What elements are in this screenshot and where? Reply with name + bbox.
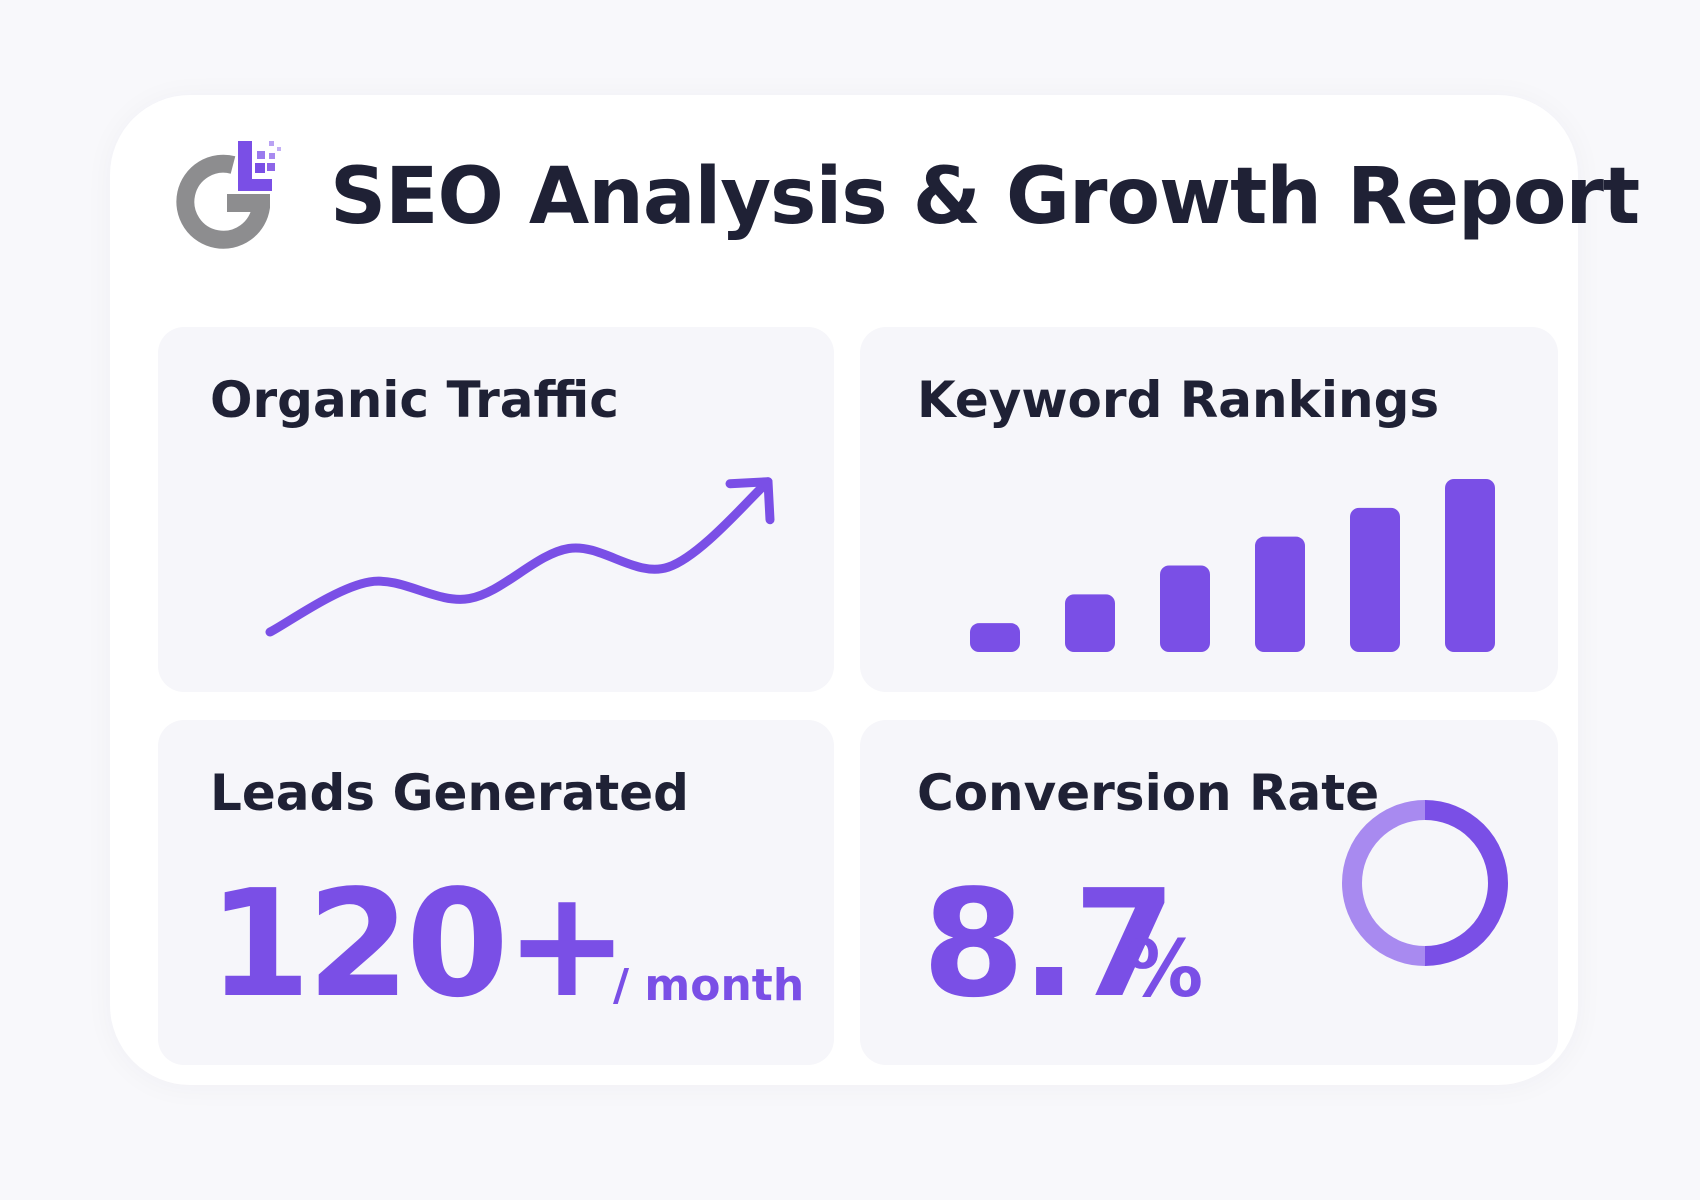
keyword-bar	[1255, 536, 1305, 652]
keyword-rankings-chart	[970, 479, 1495, 652]
traffic-series-line	[265, 477, 773, 637]
leads-unit: / month	[613, 960, 805, 1011]
conversion-unit: %	[1125, 925, 1204, 1015]
keyword-bar	[1065, 594, 1115, 652]
keyword-rankings-panel: Keyword Rankings	[860, 327, 1558, 692]
conversion-rate-panel: Conversion Rate 8.7 %	[860, 720, 1558, 1065]
keyword-bar	[1445, 479, 1495, 652]
organic-traffic-title: Organic Traffic	[210, 371, 619, 429]
ring-segment	[1342, 800, 1426, 966]
conversion-value: 8.7	[922, 858, 1176, 1030]
conversion-rate-title: Conversion Rate	[917, 764, 1380, 822]
keyword-bar	[970, 623, 1020, 652]
leads-generated-title: Leads Generated	[210, 764, 689, 822]
keyword-bar	[1160, 565, 1210, 652]
organic-traffic-chart	[265, 477, 775, 637]
arrow-icon	[725, 477, 775, 525]
keyword-rankings-title: Keyword Rankings	[917, 371, 1440, 429]
organic-traffic-panel: Organic Traffic	[158, 327, 834, 692]
g-pixel-logo-icon	[176, 141, 281, 249]
ring-segment	[1424, 800, 1508, 966]
page-title: SEO Analysis & Growth Report	[330, 152, 1640, 242]
leads-generated-panel: Leads Generated 120+ / month	[158, 720, 834, 1065]
keyword-bar	[1350, 507, 1400, 652]
conversion-ring-chart	[1342, 800, 1508, 966]
leads-value: 120+	[208, 858, 629, 1030]
